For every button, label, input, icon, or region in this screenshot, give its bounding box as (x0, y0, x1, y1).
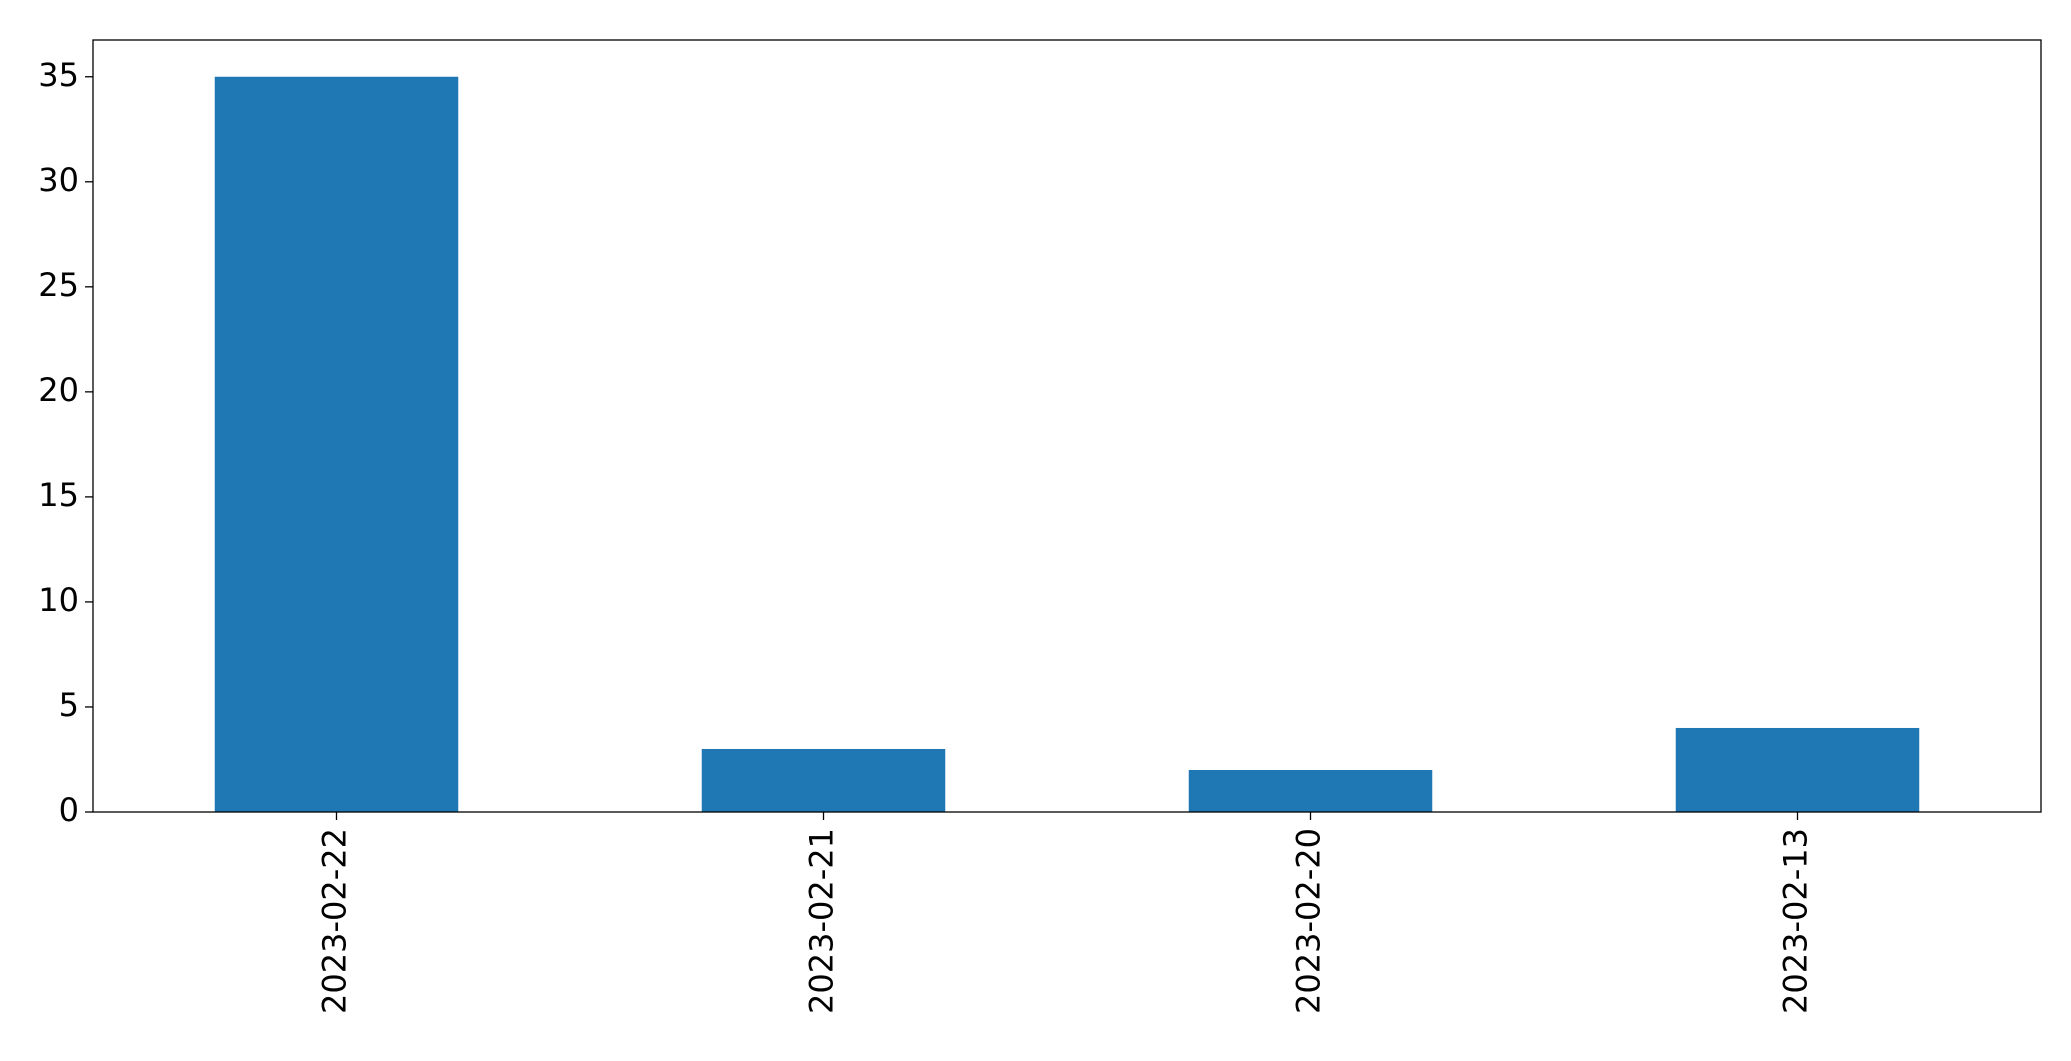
x-tick-label: 2023-02-13 (1777, 828, 1815, 1014)
y-tick-label: 30 (38, 161, 79, 199)
bar (701, 748, 946, 812)
y-tick-label: 35 (38, 56, 79, 94)
axes-frame (92, 39, 2042, 813)
y-tick-label: 15 (38, 476, 79, 514)
y-tick-label: 0 (59, 791, 79, 829)
bar (214, 76, 459, 812)
bar (1188, 769, 1433, 812)
x-tick-label: 2023-02-21 (803, 828, 841, 1014)
y-tick-label: 20 (38, 371, 79, 409)
x-tick-label: 2023-02-22 (316, 828, 354, 1014)
y-tick-label: 10 (38, 581, 79, 619)
bar (1675, 727, 1920, 812)
x-tick-label: 2023-02-20 (1290, 828, 1328, 1014)
y-tick-label: 25 (38, 266, 79, 304)
y-tick-label: 5 (59, 686, 79, 724)
